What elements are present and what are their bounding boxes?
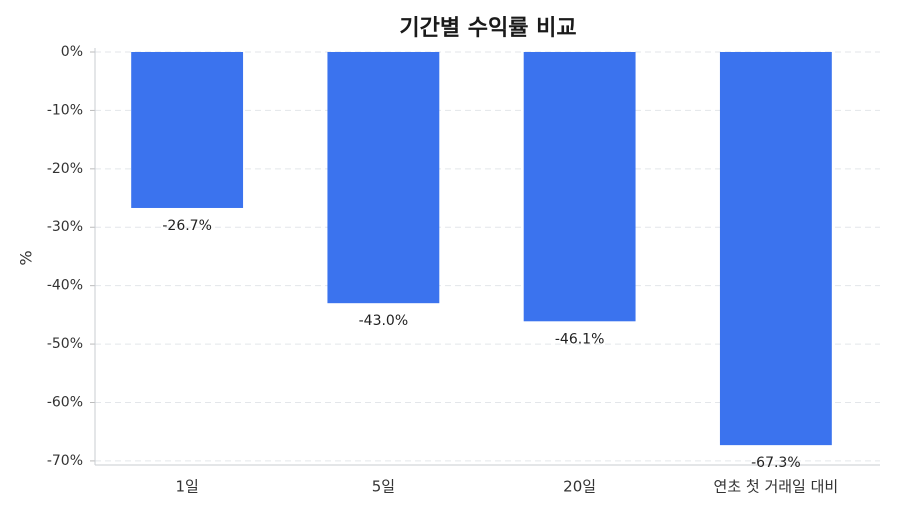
- value-label: -26.7%: [162, 218, 212, 234]
- x-tick-label: 연초 첫 거래일 대비: [714, 478, 839, 496]
- y-tick-label: -70%: [47, 453, 83, 469]
- value-label: -43.0%: [359, 313, 409, 329]
- y-tick-label: -60%: [47, 394, 83, 410]
- x-tick-label: 20일: [563, 478, 596, 496]
- bar: [131, 52, 244, 208]
- bar: [523, 52, 636, 322]
- y-tick-label: -50%: [47, 336, 83, 352]
- y-tick-label: -10%: [47, 102, 83, 118]
- bar: [719, 52, 832, 446]
- value-label: -67.3%: [751, 455, 801, 471]
- x-tick-label: 1일: [175, 478, 198, 496]
- chart-title: 기간별 수익률 비교: [399, 16, 576, 41]
- y-tick-label: -20%: [47, 161, 83, 177]
- y-tick-label: -40%: [47, 278, 83, 294]
- x-tick-label: 5일: [372, 478, 395, 496]
- bar: [327, 52, 440, 304]
- value-label: -46.1%: [555, 331, 605, 347]
- y-tick-label: -30%: [47, 219, 83, 235]
- y-tick-label: 0%: [61, 44, 83, 60]
- y-axis-label: %: [17, 250, 36, 265]
